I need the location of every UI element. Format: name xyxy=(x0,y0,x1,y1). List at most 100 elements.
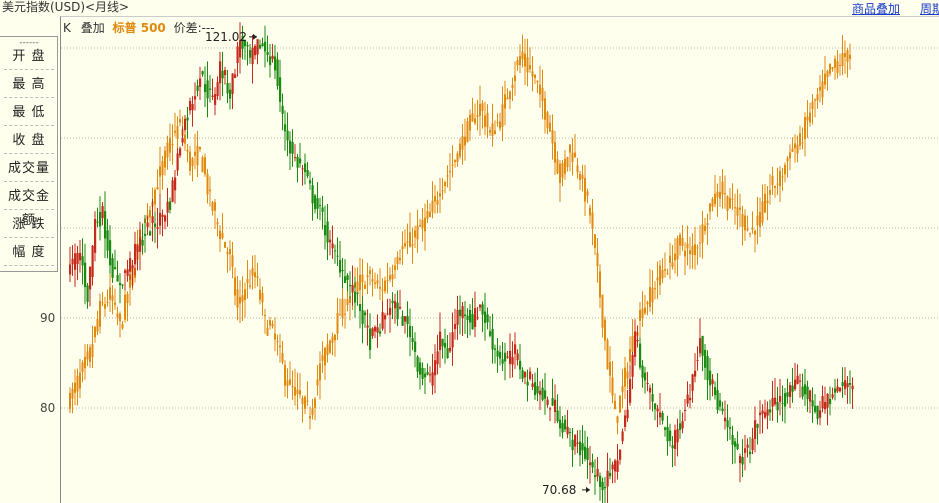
sp500-overlay-candle xyxy=(594,234,596,249)
sp500-overlay-candle xyxy=(329,340,331,353)
sp500-overlay-candle xyxy=(126,294,129,304)
usd-index-candle xyxy=(289,140,292,154)
overlay-label: 叠加 xyxy=(80,21,105,35)
usd-index-candle xyxy=(651,394,654,402)
usd-index-candle xyxy=(309,180,312,184)
usd-index-candle xyxy=(346,275,349,280)
usd-index-candle xyxy=(184,118,187,131)
y-tick-label: 90 xyxy=(40,311,55,325)
sp500-overlay-candle xyxy=(654,288,656,290)
sp500-overlay-candle xyxy=(839,65,841,67)
sp500-overlay-candle xyxy=(546,112,549,129)
sp500-overlay-candle xyxy=(821,81,824,98)
usd-index-candle xyxy=(269,56,272,66)
sp500-overlay-candle xyxy=(231,255,234,267)
usd-index-candle xyxy=(324,225,327,236)
sp500-overlay-candle xyxy=(616,416,619,423)
usd-index-candle xyxy=(814,405,817,412)
sp500-overlay-candle xyxy=(814,99,816,101)
usd-index-candle xyxy=(729,427,732,429)
sp500-overlay-candle xyxy=(676,238,679,260)
period-link[interactable]: 周期 xyxy=(920,2,939,16)
usd-index-candle xyxy=(701,335,704,356)
sp500-overlay-candle xyxy=(811,101,814,109)
usd-index-candle xyxy=(371,328,374,336)
usd-index-candle xyxy=(476,317,479,319)
sp500-overlay-candle xyxy=(319,363,321,381)
usd-index-candle xyxy=(514,344,517,354)
usd-index-candle xyxy=(216,82,219,97)
sp500-overlay-candle xyxy=(186,149,189,152)
usd-index-candle xyxy=(326,221,329,243)
usd-index-candle xyxy=(694,370,697,377)
sp500-overlay-candle xyxy=(834,58,836,68)
sp500-overlay-candle xyxy=(344,313,346,315)
sp500-overlay-candle xyxy=(99,300,101,327)
usd-index-candle xyxy=(671,445,674,449)
usd-index-candle xyxy=(139,237,142,252)
sp500-overlay-candle xyxy=(414,230,416,238)
usd-index-candle xyxy=(654,403,657,410)
sp500-overlay-candle xyxy=(624,367,626,387)
usd-index-candle xyxy=(414,341,417,352)
usd-index-candle xyxy=(741,457,744,465)
sp500-overlay-candle xyxy=(204,157,206,175)
sp500-overlay-candle xyxy=(434,196,436,202)
usd-index-candle xyxy=(536,386,539,394)
usd-index-candle xyxy=(611,464,614,470)
sp500-overlay-candle xyxy=(384,280,386,292)
sp500-overlay-candle xyxy=(86,351,89,360)
usd-index-candle xyxy=(199,78,202,87)
usd-index-candle xyxy=(714,387,717,396)
sp500-overlay-candle xyxy=(641,308,644,319)
sp500-overlay-candle xyxy=(519,56,521,66)
sp500-overlay-candle xyxy=(806,116,809,121)
usd-index-candle xyxy=(796,375,799,384)
sp500-overlay-candle xyxy=(149,210,151,218)
sp500-overlay-candle xyxy=(421,219,424,228)
sp500-overlay-candle xyxy=(216,222,219,225)
title-bar: 美元指数(USD)<月线> 商品叠加 周期 xyxy=(0,0,939,16)
usd-index-candle xyxy=(656,408,659,412)
sp500-overlay-candle xyxy=(599,271,601,298)
usd-index-candle xyxy=(389,307,392,315)
usd-index-candle xyxy=(219,61,222,84)
sp500-overlay-candle xyxy=(101,302,104,304)
usd-index-candle xyxy=(821,396,824,409)
usd-index-candle xyxy=(546,399,549,405)
usd-index-candle xyxy=(356,292,359,294)
usd-index-candle xyxy=(556,410,559,422)
usd-index-candle xyxy=(299,158,302,164)
usd-index-candle xyxy=(774,397,777,405)
usd-index-candle xyxy=(726,420,729,428)
sp500-overlay-candle xyxy=(644,307,646,314)
sp500-overlay-candle xyxy=(536,80,539,83)
usd-index-candle xyxy=(421,367,424,379)
side-item-turnover: 成交金额 xyxy=(4,185,54,228)
sp500-overlay-candle xyxy=(656,277,659,281)
sp500-overlay-candle xyxy=(581,174,584,179)
usd-index-candle xyxy=(376,327,379,333)
sp500-overlay-candle xyxy=(284,364,286,386)
usd-index-candle xyxy=(99,211,102,227)
side-item-volume: 成交量 xyxy=(4,157,54,182)
usd-index-candle xyxy=(311,185,314,204)
sp500-overlay-candle xyxy=(219,230,221,240)
usd-index-candle xyxy=(279,77,282,102)
overlay-index-name[interactable]: 标普 500 xyxy=(112,21,166,35)
usd-index-candle xyxy=(401,316,404,326)
sp500-overlay-candle xyxy=(836,61,839,73)
usd-index-candle xyxy=(641,365,644,378)
usd-index-candle xyxy=(756,424,759,428)
usd-index-candle xyxy=(239,40,242,58)
sp500-overlay-candle xyxy=(269,320,271,326)
sp500-overlay-candle xyxy=(531,71,534,77)
sp500-overlay-candle xyxy=(689,250,691,255)
usd-index-candle xyxy=(474,308,477,327)
usd-index-candle xyxy=(329,239,332,243)
usd-index-candle xyxy=(79,252,82,261)
sp500-overlay-candle xyxy=(166,142,169,158)
sp500-overlay-candle xyxy=(614,400,616,409)
commodity-overlay-link[interactable]: 商品叠加 xyxy=(852,2,901,16)
